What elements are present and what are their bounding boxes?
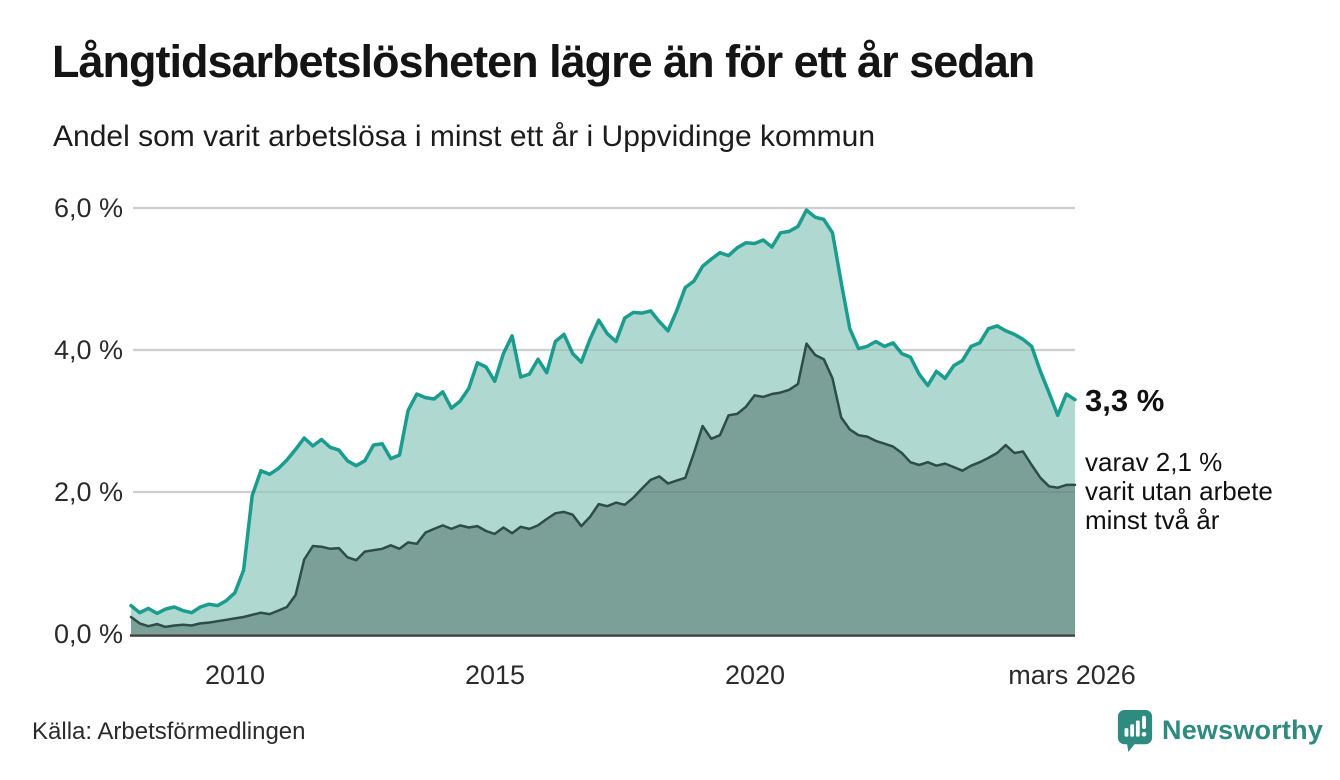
x-axis-tick-label: 2010 — [204, 660, 266, 690]
chart-subtitle: Andel som varit arbetslösa i minst ett å… — [53, 120, 876, 153]
annotation-line: varit utan arbete — [1085, 476, 1273, 506]
x-axis-tick-label: mars 2026 — [1008, 660, 1136, 690]
newsworthy-logo: Newsworthy — [1116, 708, 1323, 752]
chart-title: Långtidsarbetslösheten lägre än för ett … — [52, 36, 1035, 87]
source-caption: Källa: Arbetsförmedlingen — [32, 718, 306, 745]
end-value-annotation-2yr: varav 2,1 % varit utan arbete minst två … — [1085, 448, 1273, 535]
end-value-label-1yr: 3,3 % — [1085, 383, 1165, 418]
x-axis-tick-label: 2020 — [724, 660, 786, 690]
newsworthy-wordmark: Newsworthy — [1162, 714, 1324, 745]
y-axis-tick-label: 2,0 % — [53, 477, 123, 507]
annotation-line: minst två år — [1085, 505, 1220, 535]
y-axis-tick-label: 4,0 % — [53, 335, 123, 365]
y-axis-tick-label: 0,0 % — [53, 619, 123, 649]
annotation-line: varav 2,1 % — [1085, 447, 1223, 477]
newsworthy-pin-barchart-icon — [1117, 710, 1153, 752]
y-axis-tick-label: 6,0 % — [53, 193, 123, 223]
x-axis-tick-label: 2015 — [464, 660, 526, 690]
